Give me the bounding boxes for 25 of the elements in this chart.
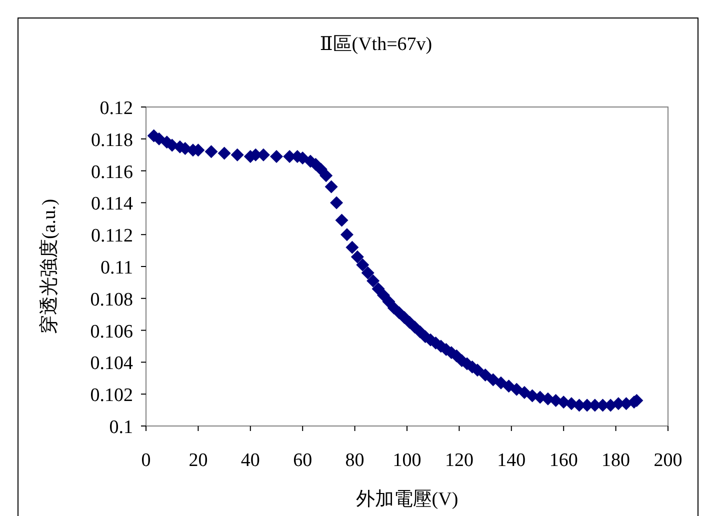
y-tick-label: 0.1 (109, 417, 133, 438)
chart-title: Ⅱ區(Vth=67v) (320, 34, 432, 55)
x-tick-label: 100 (392, 450, 422, 471)
x-tick-label: 200 (654, 450, 682, 471)
x-tick-label: 80 (345, 450, 364, 471)
y-tick-label: 0.11 (100, 258, 133, 278)
y-tick-label: 0.114 (90, 194, 134, 215)
y-tick-label: 0.116 (90, 162, 133, 183)
y-tick-label: 0.102 (90, 385, 133, 406)
x-tick-label: 160 (549, 450, 578, 471)
x-axis-title: 外加電壓(V) (356, 489, 458, 510)
y-tick-label: 0.112 (90, 226, 133, 247)
x-tick-label: 60 (293, 450, 312, 471)
y-tick-label: 0.106 (90, 321, 133, 342)
y-tick-label: 0.104 (90, 353, 134, 374)
x-tick-label: 0 (141, 450, 151, 471)
y-tick-label: 0.12 (100, 98, 133, 119)
x-tick-label: 120 (444, 450, 474, 471)
x-tick-label: 20 (188, 450, 208, 471)
y-axis-title: 穿透光強度(a.u.) (38, 198, 60, 334)
y-tick-label: 0.108 (90, 289, 133, 310)
x-tick-label: 180 (602, 450, 630, 471)
x-tick-label: 140 (497, 450, 526, 471)
y-tick-label: 0.118 (90, 130, 133, 151)
x-tick-label: 40 (240, 450, 260, 471)
